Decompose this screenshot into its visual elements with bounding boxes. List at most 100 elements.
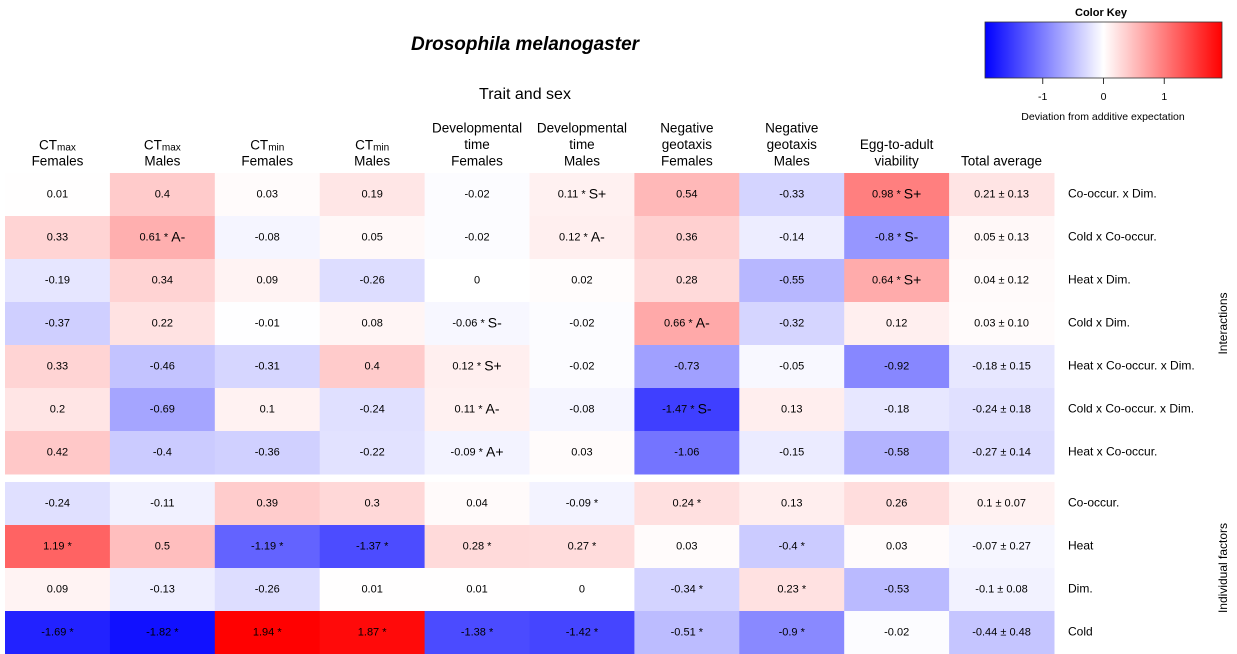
heatmap-cell <box>634 388 740 432</box>
heatmap-cell <box>844 611 950 654</box>
colorkey-tick-label: 1 <box>1161 91 1167 103</box>
heatmap-cell <box>109 388 216 432</box>
column-header: time <box>464 137 490 152</box>
cell-label: -0.92 <box>884 360 909 372</box>
cell-label-part: 0.12 * <box>452 360 484 372</box>
cell-label: -0.26 <box>360 274 385 286</box>
column-header-prefix: CTmin <box>355 137 389 153</box>
cell-label: -1.47 * S- <box>662 400 712 416</box>
cell-label-part: A+ <box>486 443 504 459</box>
heatmap-cell <box>5 482 111 526</box>
x-axis-title: Trait and sex <box>479 86 571 103</box>
heatmap-cell <box>949 345 1055 389</box>
cell-label-part: -1.38 * <box>461 626 494 638</box>
heatmap-cell <box>214 525 321 569</box>
row-label: Co-occur. x Dim. <box>1068 187 1157 201</box>
cell-label-part: S- <box>904 228 918 244</box>
heatmap-cell <box>5 216 111 260</box>
cell-label: -0.08 <box>569 403 594 415</box>
cell-label: 0.1 <box>260 403 275 415</box>
cell-label-part: 0.23 * <box>777 583 806 595</box>
cell-label: -0.1 ± 0.08 <box>975 583 1028 595</box>
cell-label: 0.22 <box>152 317 173 329</box>
cell-label: -0.27 ± 0.14 <box>972 446 1031 458</box>
cell-label-part: 0.61 * <box>139 231 171 243</box>
cell-label: -0.8 * S- <box>875 228 919 244</box>
heatmap-cell <box>424 568 530 612</box>
cell-label: 0.3 <box>365 497 380 509</box>
cell-label: 0.36 <box>676 231 697 243</box>
heatmap-cell <box>634 431 740 475</box>
cell-label: 0.03 <box>571 446 592 458</box>
heatmap-cell <box>214 431 321 475</box>
cell-label: 0.12 <box>886 317 907 329</box>
heatmap-cell <box>949 216 1055 260</box>
heatmap-cell <box>844 259 950 303</box>
heatmap-cell <box>109 611 216 654</box>
column-header: Males <box>354 154 390 169</box>
heatmap-cell <box>5 302 111 346</box>
cell-label: -0.33 <box>779 188 804 200</box>
cell-label-part: -0.4 * <box>779 540 806 552</box>
heatmap-cell <box>739 216 845 260</box>
column-header: Females <box>451 154 503 169</box>
heatmap-cell <box>844 568 950 612</box>
cell-label: 0.01 <box>466 583 487 595</box>
heatmap-cell <box>634 525 740 569</box>
cell-label: 1.19 * <box>43 540 72 552</box>
column-header: time <box>569 137 595 152</box>
cell-label: -0.13 <box>150 583 175 595</box>
cell-label-part: 0.24 * <box>672 497 701 509</box>
cell-label: -0.53 <box>884 583 909 595</box>
cell-label-part: -0.09 * <box>566 497 599 509</box>
heatmap-cell <box>739 568 845 612</box>
cell-label-part: 0.03 ± 0.10 <box>974 317 1029 329</box>
colorkey-tick-label: 0 <box>1101 91 1107 103</box>
heatmap-cell <box>214 216 321 260</box>
column-header: viability <box>875 154 920 169</box>
cell-label: 0.11 * A- <box>455 400 500 416</box>
heatmap-cell <box>634 345 740 389</box>
heatmap-cell <box>634 216 740 260</box>
cell-label: -0.14 <box>779 231 804 243</box>
heatmap-cell <box>319 302 426 346</box>
cell-label-part: -0.06 * <box>452 317 487 329</box>
heatmap-cell <box>529 259 635 303</box>
heatmap-cell <box>739 388 845 432</box>
column-header: geotaxis <box>767 137 818 152</box>
heatmap-cell <box>109 431 216 475</box>
cell-label-part: S- <box>698 400 712 416</box>
cell-label: -0.24 <box>45 497 70 509</box>
column-header: Negative <box>660 121 713 136</box>
cell-label-part: -1.69 * <box>41 626 74 638</box>
cell-label: -1.42 * <box>566 626 599 638</box>
heatmap-cell <box>424 173 530 217</box>
heatmap-cell <box>949 302 1055 346</box>
heatmap-cell <box>109 345 216 389</box>
cell-label: 0.4 <box>155 188 170 200</box>
cell-label-part: 0.05 ± 0.13 <box>974 231 1029 243</box>
heatmap-cell <box>214 568 321 612</box>
cell-label-part: 1.94 * <box>253 626 282 638</box>
cell-label: 0.61 * A- <box>139 228 185 244</box>
heatmap-cell <box>5 259 111 303</box>
heatmap-cell <box>739 482 845 526</box>
heatmap-cell <box>5 345 111 389</box>
heatmap-cell <box>424 345 530 389</box>
cell-label: -0.02 <box>884 626 909 638</box>
colorkey-tick-label: -1 <box>1038 91 1047 103</box>
cell-label-part: A- <box>591 228 605 244</box>
heatmap-cell <box>319 482 426 526</box>
heatmap-cell <box>634 611 740 654</box>
cell-label: 0.05 <box>361 231 382 243</box>
column-header: Negative <box>765 121 818 136</box>
cell-label: -0.4 <box>153 446 172 458</box>
cell-label: -0.22 <box>360 446 385 458</box>
colorkey-bar <box>984 21 1223 79</box>
heatmap-cell <box>424 388 530 432</box>
heatmap-cell <box>634 173 740 217</box>
column-header: Egg-to-adult <box>860 137 934 152</box>
cell-label-part: 0.1 ± 0.07 <box>977 497 1026 509</box>
cell-label: -0.02 <box>465 188 490 200</box>
